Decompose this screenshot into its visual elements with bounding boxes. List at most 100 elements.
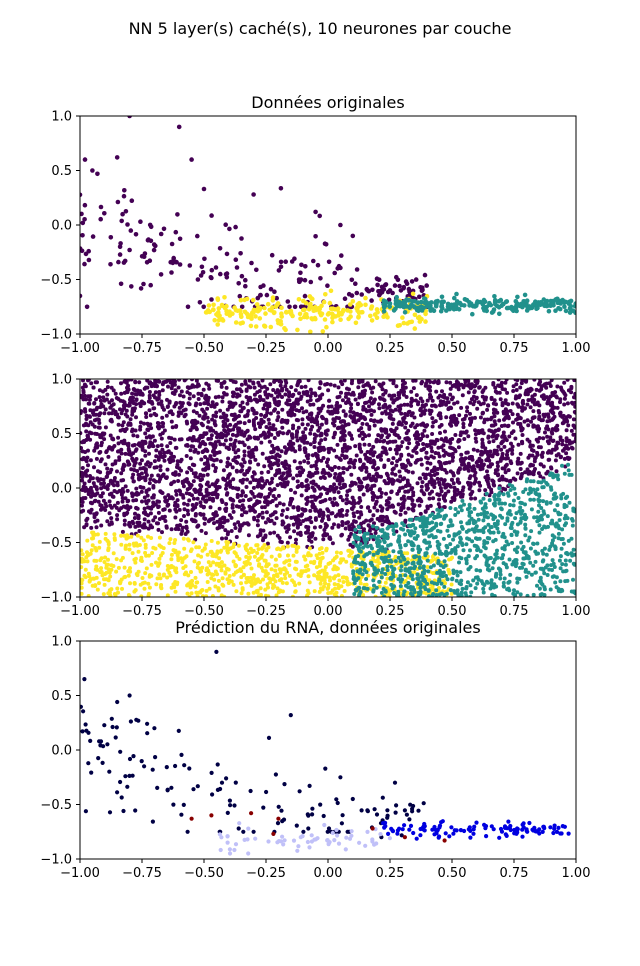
- scatter-point: [330, 468, 335, 472]
- scatter-point: [296, 425, 301, 430]
- scatter-point: [564, 436, 569, 441]
- scatter-point: [444, 484, 449, 489]
- scatter-point: [195, 420, 200, 425]
- scatter-point: [368, 460, 373, 465]
- scatter-point: [448, 441, 453, 445]
- scatter-point: [175, 498, 180, 503]
- scatter-point: [462, 437, 467, 441]
- scatter-point: [461, 425, 466, 430]
- scatter-point: [428, 439, 433, 444]
- scatter-point: [373, 594, 378, 597]
- scatter-point: [197, 413, 202, 418]
- scatter-point: [204, 487, 209, 492]
- scatter-point: [456, 381, 461, 385]
- scatter-point: [90, 234, 96, 239]
- scatter-point: [273, 496, 278, 501]
- scatter-point: [385, 507, 390, 512]
- scatter-point: [365, 456, 370, 461]
- scatter-point: [170, 425, 175, 430]
- scatter-point: [90, 476, 95, 481]
- scatter-point: [252, 385, 257, 390]
- scatter-point: [167, 508, 172, 513]
- scatter-point: [94, 525, 99, 530]
- scatter-point: [282, 464, 287, 469]
- scatter-point: [89, 548, 94, 553]
- scatter-point: [132, 460, 137, 465]
- scatter-point: [123, 209, 129, 214]
- scatter-point: [358, 498, 363, 503]
- scatter-point: [95, 405, 100, 410]
- scatter-point: [232, 305, 237, 310]
- scatter-point: [146, 534, 150, 539]
- scatter-point: [373, 379, 378, 384]
- scatter-point: [448, 392, 453, 397]
- scatter-point: [265, 499, 270, 504]
- scatter-point: [339, 436, 343, 441]
- scatter-point: [552, 414, 557, 419]
- scatter-point: [109, 479, 114, 484]
- scatter-point: [82, 382, 87, 387]
- scatter-point: [287, 304, 292, 310]
- scatter-point: [134, 498, 139, 503]
- scatter-point: [438, 462, 443, 467]
- scatter-point: [302, 277, 308, 283]
- scatter-point: [257, 478, 262, 482]
- scatter-point: [214, 414, 218, 419]
- scatter-point: [428, 503, 433, 508]
- scatter-point: [279, 449, 284, 454]
- scatter-point: [484, 478, 489, 482]
- scatter-point: [184, 524, 189, 529]
- scatter-point: [443, 491, 448, 496]
- scatter-point: [280, 418, 285, 422]
- scatter-point: [308, 279, 314, 285]
- scatter-point: [387, 496, 392, 501]
- scatter-point: [240, 320, 245, 326]
- scatter-point: [240, 468, 244, 473]
- scatter-point: [194, 590, 199, 595]
- scatter-point: [146, 498, 151, 503]
- scatter-point: [272, 521, 277, 526]
- scatter-point: [139, 524, 144, 529]
- scatter-point: [228, 428, 233, 433]
- scatter-point: [347, 488, 352, 493]
- scatter-point: [165, 444, 170, 449]
- scatter-point: [339, 533, 344, 538]
- scatter-point: [400, 440, 405, 445]
- scatter-point: [233, 401, 238, 406]
- scatter-point: [135, 434, 140, 439]
- scatter-point: [121, 260, 127, 265]
- scatter-point: [139, 594, 144, 597]
- scatter-point: [224, 536, 229, 541]
- scatter-point: [516, 459, 521, 464]
- scatter-point: [105, 470, 110, 475]
- scatter-point: [201, 304, 206, 310]
- scatter-point: [136, 390, 141, 394]
- scatter-point: [367, 408, 372, 413]
- scatter-point: [141, 400, 146, 405]
- scatter-point: [275, 452, 280, 457]
- scatter-point: [182, 514, 186, 518]
- scatter-point: [182, 572, 187, 577]
- scatter-point: [262, 403, 267, 407]
- scatter-point: [526, 455, 531, 460]
- scatter-point: [270, 450, 275, 455]
- scatter-point: [329, 404, 334, 409]
- scatter-point: [142, 251, 148, 256]
- scatter-point: [430, 489, 434, 494]
- scatter-point: [210, 482, 215, 487]
- scatter-point: [306, 574, 311, 579]
- scatter-point: [294, 567, 299, 572]
- scatter-point: [376, 277, 382, 283]
- scatter-point: [338, 457, 343, 462]
- scatter-point: [154, 521, 159, 526]
- scatter-point: [327, 300, 333, 306]
- scatter-point: [446, 489, 451, 494]
- scatter-point: [259, 385, 264, 390]
- scatter-point: [246, 445, 251, 450]
- scatter-point: [224, 251, 230, 257]
- scatter-point: [526, 423, 531, 428]
- scatter-point: [233, 224, 238, 230]
- scatter-point: [461, 385, 466, 390]
- scatter-point: [545, 424, 550, 429]
- scatter-point: [181, 495, 186, 500]
